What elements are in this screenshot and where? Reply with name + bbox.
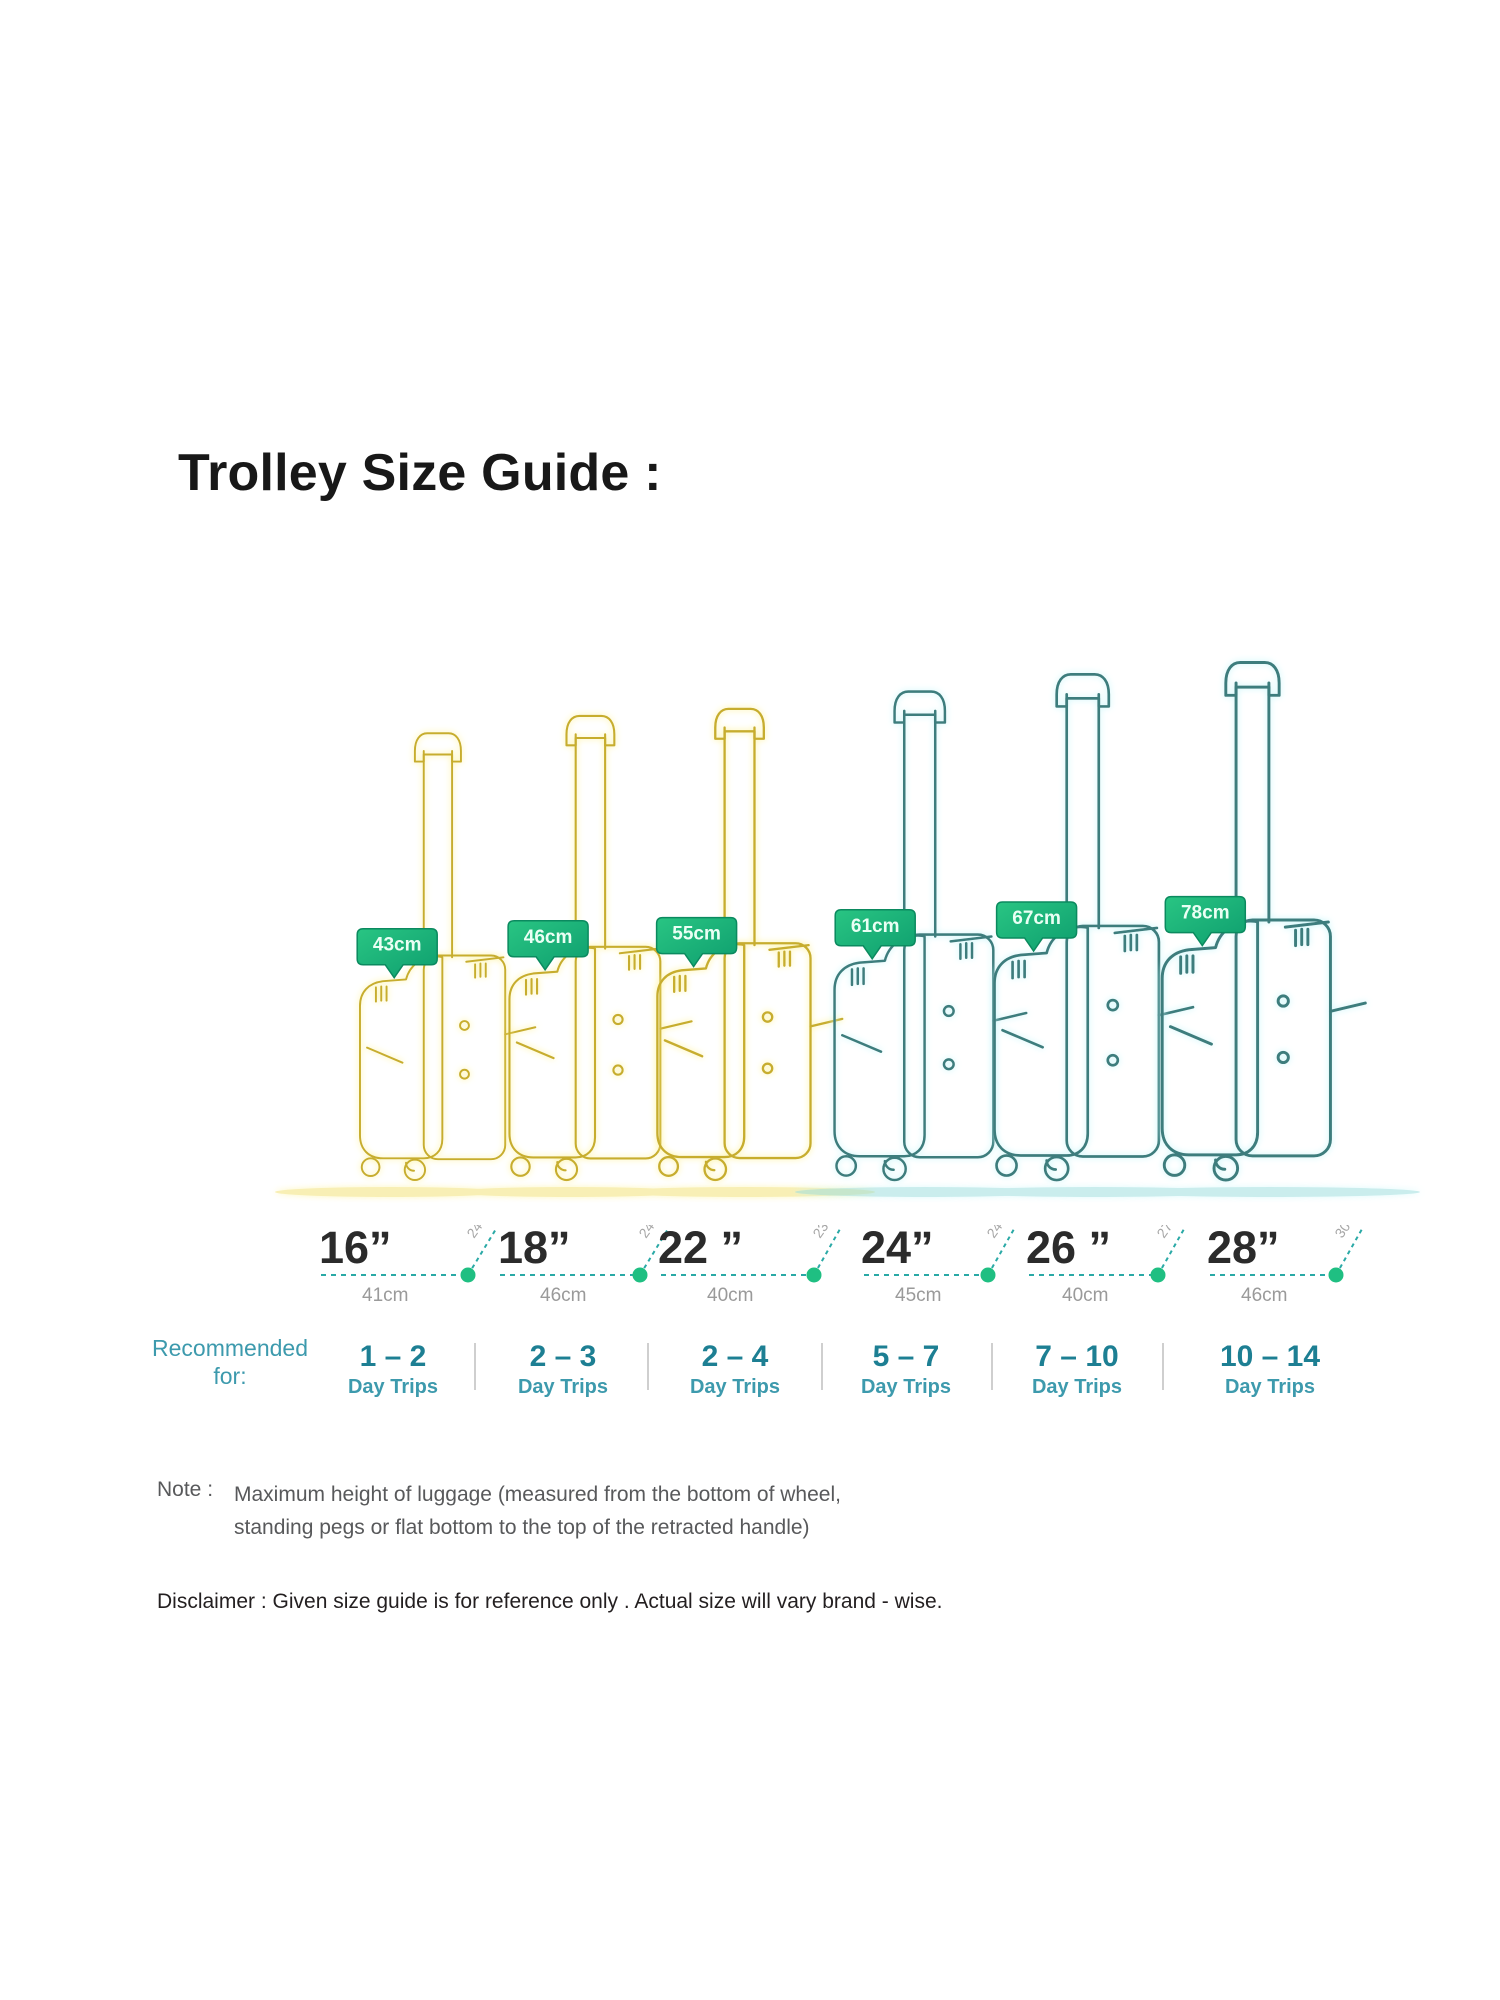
svg-text:1 – 2: 1 – 2 — [360, 1340, 427, 1373]
svg-text:Day Trips: Day Trips — [861, 1376, 951, 1398]
svg-text:2 – 3: 2 – 3 — [530, 1340, 597, 1373]
svg-text:43cm: 43cm — [373, 935, 422, 956]
svg-text:41cm: 41cm — [362, 1285, 408, 1306]
svg-text:46cm: 46cm — [540, 1285, 586, 1306]
svg-text:16”: 16” — [319, 1225, 392, 1273]
svg-text:Recommended: Recommended — [152, 1335, 308, 1361]
svg-text:18”: 18” — [498, 1225, 571, 1273]
svg-text:45cm: 45cm — [895, 1285, 941, 1306]
svg-text:46cm: 46cm — [524, 927, 573, 948]
svg-text:61cm: 61cm — [851, 916, 900, 937]
svg-text:Day Trips: Day Trips — [348, 1376, 438, 1398]
svg-text:Day Trips: Day Trips — [690, 1376, 780, 1398]
svg-text:67cm: 67cm — [1012, 908, 1061, 929]
svg-text:22 ”: 22 ” — [658, 1225, 743, 1273]
svg-text:Day Trips: Day Trips — [1032, 1376, 1122, 1398]
svg-text:46cm: 46cm — [1241, 1285, 1287, 1306]
svg-text:5 – 7: 5 – 7 — [873, 1340, 940, 1373]
svg-text:10 – 14: 10 – 14 — [1220, 1340, 1320, 1373]
svg-text:7 – 10: 7 – 10 — [1035, 1340, 1118, 1373]
svg-text:Day Trips: Day Trips — [1225, 1376, 1315, 1398]
svg-text:40cm: 40cm — [707, 1285, 753, 1306]
svg-text:2 – 4: 2 – 4 — [702, 1340, 769, 1373]
svg-text:78cm: 78cm — [1181, 903, 1230, 924]
svg-text:Day Trips: Day Trips — [518, 1376, 608, 1398]
svg-text:24”: 24” — [861, 1225, 934, 1273]
svg-text:28”: 28” — [1207, 1225, 1280, 1273]
svg-text:40cm: 40cm — [1062, 1285, 1108, 1306]
svg-text:for:: for: — [213, 1363, 246, 1389]
svg-text:26 ”: 26 ” — [1026, 1225, 1111, 1273]
svg-text:55cm: 55cm — [672, 924, 721, 945]
